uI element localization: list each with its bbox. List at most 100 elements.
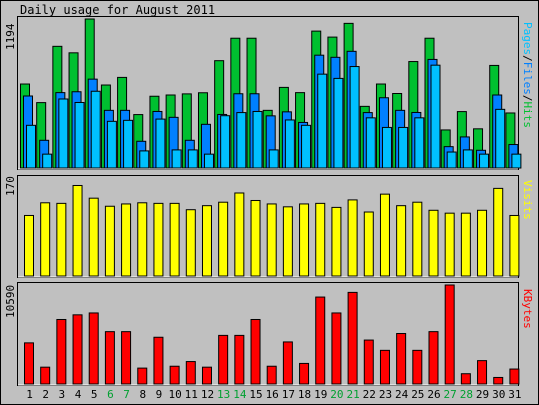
day-label: 28 xyxy=(460,388,473,401)
pages-bar xyxy=(203,153,214,169)
chart-title: Daily usage for August 2011 xyxy=(20,3,215,17)
kbytes-bar xyxy=(185,361,196,385)
visits-bar xyxy=(315,202,326,277)
kbytes-bar xyxy=(460,373,471,385)
visits-bar xyxy=(153,202,164,277)
day-label: 17 xyxy=(282,388,295,401)
kbytes-bar xyxy=(266,365,277,385)
pages-bar xyxy=(106,120,117,169)
kbytes-bar xyxy=(201,366,212,385)
pages-bar xyxy=(511,153,522,169)
pages-bar xyxy=(317,73,328,169)
pages-bar xyxy=(155,118,166,169)
visits-bar xyxy=(363,211,374,277)
day-label: 11 xyxy=(185,388,198,401)
visits-bar xyxy=(24,214,34,277)
visits-bar xyxy=(185,209,196,277)
day-label: 24 xyxy=(395,388,409,401)
day-label: 31 xyxy=(508,388,521,401)
pages-bar xyxy=(74,101,85,169)
kbytes-bar xyxy=(428,331,439,385)
day-label: 18 xyxy=(298,388,311,401)
legend-part: / xyxy=(521,55,534,62)
day-label: 27 xyxy=(444,388,457,401)
visits-bar xyxy=(493,187,504,277)
day-label: 20 xyxy=(330,388,343,401)
kbytes-bar xyxy=(396,333,407,385)
kbytes-bar xyxy=(121,331,132,385)
kbytes-bar xyxy=(509,368,520,385)
legend-part: / xyxy=(521,95,534,102)
pages-bar xyxy=(349,66,360,169)
kbytes-bar xyxy=(72,314,83,385)
visits-bar xyxy=(137,202,148,277)
day-label: 22 xyxy=(363,388,376,401)
kbytes-bar xyxy=(56,318,67,385)
day-label: 1 xyxy=(26,388,33,401)
visits-bar xyxy=(250,199,261,277)
legend-part: Pages xyxy=(521,22,534,55)
kbytes-bar xyxy=(477,360,488,385)
day-label: 21 xyxy=(346,388,359,401)
visits-bar xyxy=(266,203,277,277)
visits-bar xyxy=(72,184,83,277)
day-label: 26 xyxy=(427,388,440,401)
pages-bar xyxy=(187,149,198,169)
visits-bar xyxy=(509,214,520,277)
day-label: 7 xyxy=(123,388,130,401)
y-max-label: 170 xyxy=(4,176,17,196)
visits-bar xyxy=(40,202,51,277)
pages-bar xyxy=(236,112,247,169)
day-label: 5 xyxy=(91,388,98,401)
visits-bar xyxy=(477,209,488,277)
kbytes-bar xyxy=(153,336,164,385)
kbytes-bar xyxy=(282,341,293,385)
kbytes-bar xyxy=(24,342,34,385)
pages-bar xyxy=(430,64,441,169)
pages-bar xyxy=(171,149,182,169)
kbytes-bar xyxy=(40,366,51,385)
kbytes-bar xyxy=(250,318,261,385)
day-label: 12 xyxy=(201,388,214,401)
kbytes-bar xyxy=(169,365,180,385)
day-label: 4 xyxy=(75,388,82,401)
visits-bar xyxy=(379,193,390,277)
day-label: 6 xyxy=(107,388,114,401)
legend-part: Files xyxy=(521,62,534,95)
pages-bar xyxy=(365,117,376,169)
pages-bar xyxy=(381,126,392,169)
pages-bar xyxy=(414,117,425,169)
pages-bar xyxy=(42,153,53,169)
legend-part: Hits xyxy=(521,102,534,129)
day-label: 10 xyxy=(168,388,181,401)
pages-bar xyxy=(398,126,409,169)
visits-bar xyxy=(121,203,132,277)
visits-bar xyxy=(88,197,99,277)
visits-bar xyxy=(234,192,245,277)
pages-bar xyxy=(58,98,69,169)
legend-label: Pages/Files/Hits xyxy=(521,22,534,128)
kbytes-bar xyxy=(412,349,423,385)
visits-bar xyxy=(428,209,439,277)
day-label: 16 xyxy=(266,388,279,401)
legend-part: Visits xyxy=(521,180,534,220)
day-label: 14 xyxy=(233,388,247,401)
visits-bar xyxy=(412,201,423,277)
pages-bar xyxy=(26,124,36,169)
day-label: 3 xyxy=(59,388,66,401)
y-max-label: 1194 xyxy=(4,23,17,50)
pages-bar xyxy=(139,150,150,169)
day-label: 25 xyxy=(411,388,424,401)
visits-bar xyxy=(56,202,67,277)
kbytes-bar xyxy=(104,331,115,385)
pages-bar xyxy=(301,124,312,169)
day-label: 29 xyxy=(476,388,489,401)
kbytes-bar xyxy=(88,312,99,385)
kbytes-bar xyxy=(218,334,229,385)
pages-bar xyxy=(220,115,231,169)
legend-label: Visits xyxy=(521,180,534,220)
legend-label: KBytes xyxy=(521,289,534,329)
visits-bar xyxy=(282,206,293,277)
kbytes-bar xyxy=(363,339,374,385)
